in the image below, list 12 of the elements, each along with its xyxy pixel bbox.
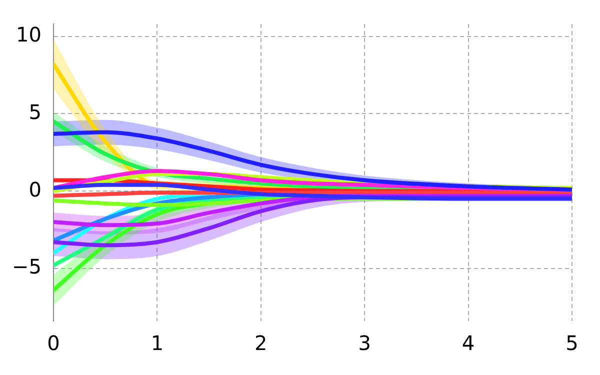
y-tick-label: −5 [12, 254, 42, 279]
x-tick-label: 0 [47, 331, 60, 356]
y-tick-label: 10 [16, 22, 42, 47]
x-tick-label: 2 [254, 331, 268, 356]
x-tick-label: 5 [566, 331, 578, 356]
y-tick-label: 0 [28, 177, 42, 202]
x-tick-label: 1 [150, 331, 164, 356]
y-tick-label: 5 [28, 100, 42, 124]
line-series [53, 130, 572, 192]
line-series [53, 182, 572, 201]
x-tick-label: 4 [462, 331, 475, 356]
x-tick-label: 3 [358, 331, 371, 356]
